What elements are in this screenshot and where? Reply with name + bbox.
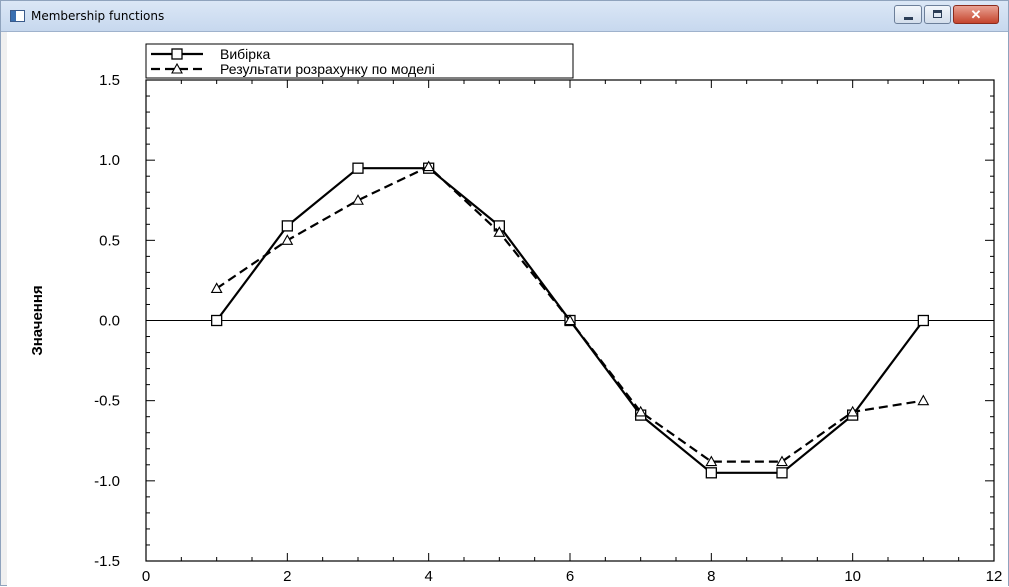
data-point-triangle [564, 314, 576, 326]
legend-marker-square [171, 48, 183, 60]
x-tick-label: 0 [142, 568, 150, 585]
y-tick-label: 1.0 [99, 152, 120, 169]
series-layer [210, 160, 930, 479]
data-point-triangle [917, 394, 930, 406]
x-tick-label: 12 [986, 568, 1003, 585]
axes: 0 2 4 6 8 10 12 -1.5 -1.0 -0.5 0.0 0.5 1.0 1.5 [94, 72, 1002, 585]
x-tick-label: 8 [707, 568, 715, 585]
maximize-button[interactable] [924, 5, 951, 24]
close-button[interactable]: ✕ [953, 5, 999, 24]
plot-area: 0 2 4 6 8 10 12 -1.5 -1.0 -0.5 0.0 0.5 1.0 1.5 Вибірк… [7, 32, 1008, 587]
data-point-triangle [210, 282, 223, 293]
y-tick-label: 0.0 [99, 313, 120, 330]
legend-box [145, 43, 574, 79]
y-tick-label: -0.5 [94, 393, 120, 410]
data-point-triangle [705, 455, 718, 467]
data-point-square [917, 314, 929, 327]
y-tick-label: -1.5 [94, 553, 120, 570]
title-bar[interactable]: Membership functions ✕ [1, 1, 1008, 32]
data-point-triangle [776, 455, 788, 467]
legend-label-model: Результати розрахунку по моделі [220, 61, 435, 77]
data-point-square [281, 220, 293, 232]
data-point-triangle [493, 226, 506, 237]
window-title: Membership functions [31, 9, 165, 23]
data-point-triangle [422, 160, 435, 172]
data-point-triangle [281, 234, 294, 245]
legend-label-sample: Вибірка [220, 46, 271, 62]
data-point-triangle [352, 194, 364, 205]
y-tick-label: -1.0 [94, 473, 120, 490]
x-tick-label: 2 [283, 568, 291, 585]
x-tick-label: 10 [844, 568, 861, 585]
minimize-icon [904, 17, 913, 20]
data-point-square [776, 467, 788, 479]
series-line-1 [216, 165, 924, 463]
y-axis-title: Значення [29, 285, 46, 355]
y-tick-label: 1.5 [99, 72, 120, 89]
data-point-triangle [846, 405, 859, 417]
data-point-triangle [634, 405, 647, 417]
legend-marker-triangle [171, 62, 183, 74]
data-point-square [705, 467, 717, 479]
x-tick-label: 6 [566, 568, 574, 585]
close-icon: ✕ [970, 7, 982, 22]
data-point-square [211, 314, 223, 327]
x-tick-label: 4 [424, 568, 432, 585]
maximize-icon [933, 10, 942, 18]
data-point-square [352, 162, 364, 174]
line-chart: 0 2 4 6 8 10 12 -1.5 -1.0 -0.5 0.0 0.5 1.0 1.5 Вибірк… [29, 43, 1002, 585]
minimize-button[interactable] [894, 5, 922, 24]
y-tick-label: 0.5 [99, 232, 120, 249]
app-window-icon [10, 10, 25, 22]
